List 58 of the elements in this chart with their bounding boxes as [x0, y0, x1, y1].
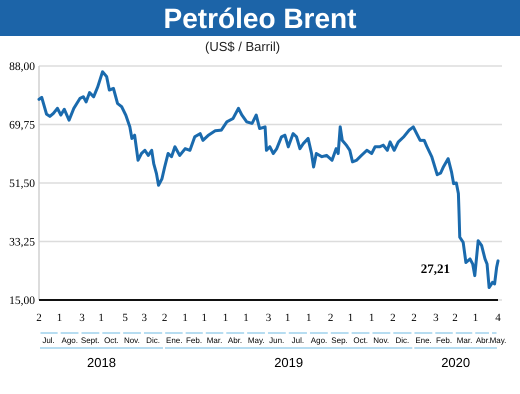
x2-tick-label: Dic.: [395, 336, 410, 345]
x2-tick-label: Oct.: [353, 336, 368, 345]
chart-subtitle: (US$ / Barril): [205, 39, 280, 54]
x2-tick-label: Feb.: [186, 336, 202, 345]
x2-tick-label: Abr.: [476, 336, 490, 345]
x-tick-label: 1: [472, 312, 478, 324]
x-tick-label: 1: [98, 312, 104, 324]
x-tick-label: 3: [433, 312, 440, 324]
line-series: [38, 70, 500, 289]
x2-tick-label: Dic.: [146, 336, 160, 345]
chart-title: Petróleo Brent: [164, 3, 356, 34]
text: 2018: [87, 355, 116, 370]
x2-tick-label: Ago.: [310, 336, 328, 345]
x2-tick-label: May.: [248, 336, 265, 345]
x2-tick-label: Abr.: [228, 336, 242, 345]
x2-tick-label: May.: [490, 336, 506, 345]
x-tick-label: 1: [222, 312, 228, 324]
x-tick-label: 2: [390, 312, 396, 324]
x-tick-label: 2: [36, 312, 42, 324]
x2-tick-label: Oct.: [104, 336, 119, 345]
x2-tick-label: Mar.: [456, 336, 472, 345]
x-tick-label: 1: [368, 312, 374, 324]
x-tick-label: 2: [452, 312, 458, 324]
x-tick-label: 1: [56, 312, 62, 324]
text: 2020: [441, 355, 470, 370]
x-tick-label: 1: [348, 312, 354, 324]
y-tick-label: 33,25: [9, 236, 36, 248]
x2-tick-label: Ene.: [415, 336, 432, 345]
x2-tick-label: Jul.: [42, 336, 55, 345]
x-tick-label: 3: [79, 312, 86, 324]
x-tick-label: 1: [202, 312, 208, 324]
x2-tick-label: Feb.: [436, 336, 452, 345]
x2-tick-label: Jul.: [292, 336, 304, 345]
x-tick-label: 2: [162, 312, 168, 324]
x2-tick-label: Mar.: [206, 336, 222, 345]
y-tick-label: 69,75: [9, 120, 36, 132]
x-tick-label: 2: [328, 312, 334, 324]
x-tick-label: 1: [243, 312, 249, 324]
x-tick-label: 1: [284, 312, 290, 324]
x-tick-label: 1: [182, 312, 188, 324]
x-tick-label: 3: [266, 312, 272, 324]
x2-tick-label: Nov.: [373, 336, 390, 345]
x2-tick-label: Sep.: [331, 336, 348, 345]
annotation: 27,21: [420, 260, 450, 276]
y-tick-label: 88,00: [9, 61, 36, 73]
x-tick-label: 2: [411, 312, 417, 324]
x-tick-label: 4: [495, 312, 502, 324]
x2-tick-label: Nov.: [124, 336, 140, 345]
x-tick-label: 5: [122, 312, 128, 324]
x2-tick-label: Ago.: [62, 336, 78, 345]
x-tick-label: 1: [306, 312, 312, 324]
x2-tick-label: Sept.: [80, 336, 100, 345]
y-tick-label: 51,50: [9, 178, 36, 190]
x2-tick-label: Jun.: [269, 336, 284, 345]
y-tick-label: 15,00: [9, 295, 36, 307]
text: 2019: [274, 355, 304, 370]
x-tick-label: 3: [141, 312, 148, 324]
x2-tick-label: Ene.: [166, 336, 182, 345]
